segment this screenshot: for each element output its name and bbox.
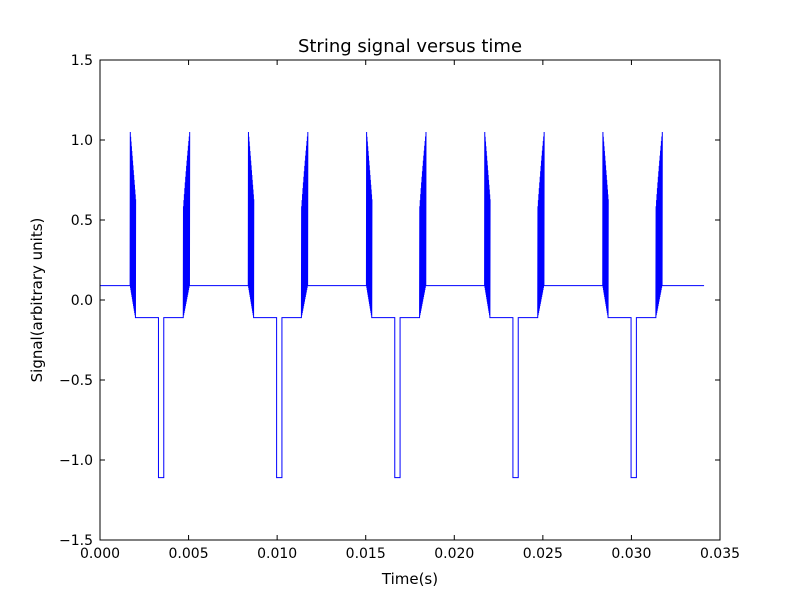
y-tick-label: −1.0 <box>59 453 93 469</box>
y-tick-label: 0.0 <box>71 293 93 309</box>
x-tick-label: 0.010 <box>257 546 297 562</box>
chart-title: String signal versus time <box>298 36 522 57</box>
plot-area: 0.000 0.005 0.010 0.015 0.020 0.025 0.030 0.035… <box>59 53 740 562</box>
x-axis-label: Time(s) <box>381 570 438 588</box>
x-tick-label: 0.030 <box>611 546 651 562</box>
series-line-0 <box>100 131 705 479</box>
x-tick-label: 0.000 <box>80 546 120 562</box>
y-tick-label: −0.5 <box>59 373 93 389</box>
y-tick-label: 1.0 <box>71 133 93 149</box>
x-tick-label: 0.020 <box>434 546 474 562</box>
x-tick-label: 0.015 <box>346 546 386 562</box>
y-tick-label: 0.5 <box>71 213 93 229</box>
y-axis-label: Signal(arbitrary units) <box>28 218 46 383</box>
x-tick-label: 0.005 <box>169 546 209 562</box>
x-tick-label: 0.025 <box>523 546 563 562</box>
y-tick-label: 1.5 <box>71 53 93 69</box>
y-tick-label: −1.5 <box>59 533 93 549</box>
x-tick-label: 0.035 <box>700 546 740 562</box>
